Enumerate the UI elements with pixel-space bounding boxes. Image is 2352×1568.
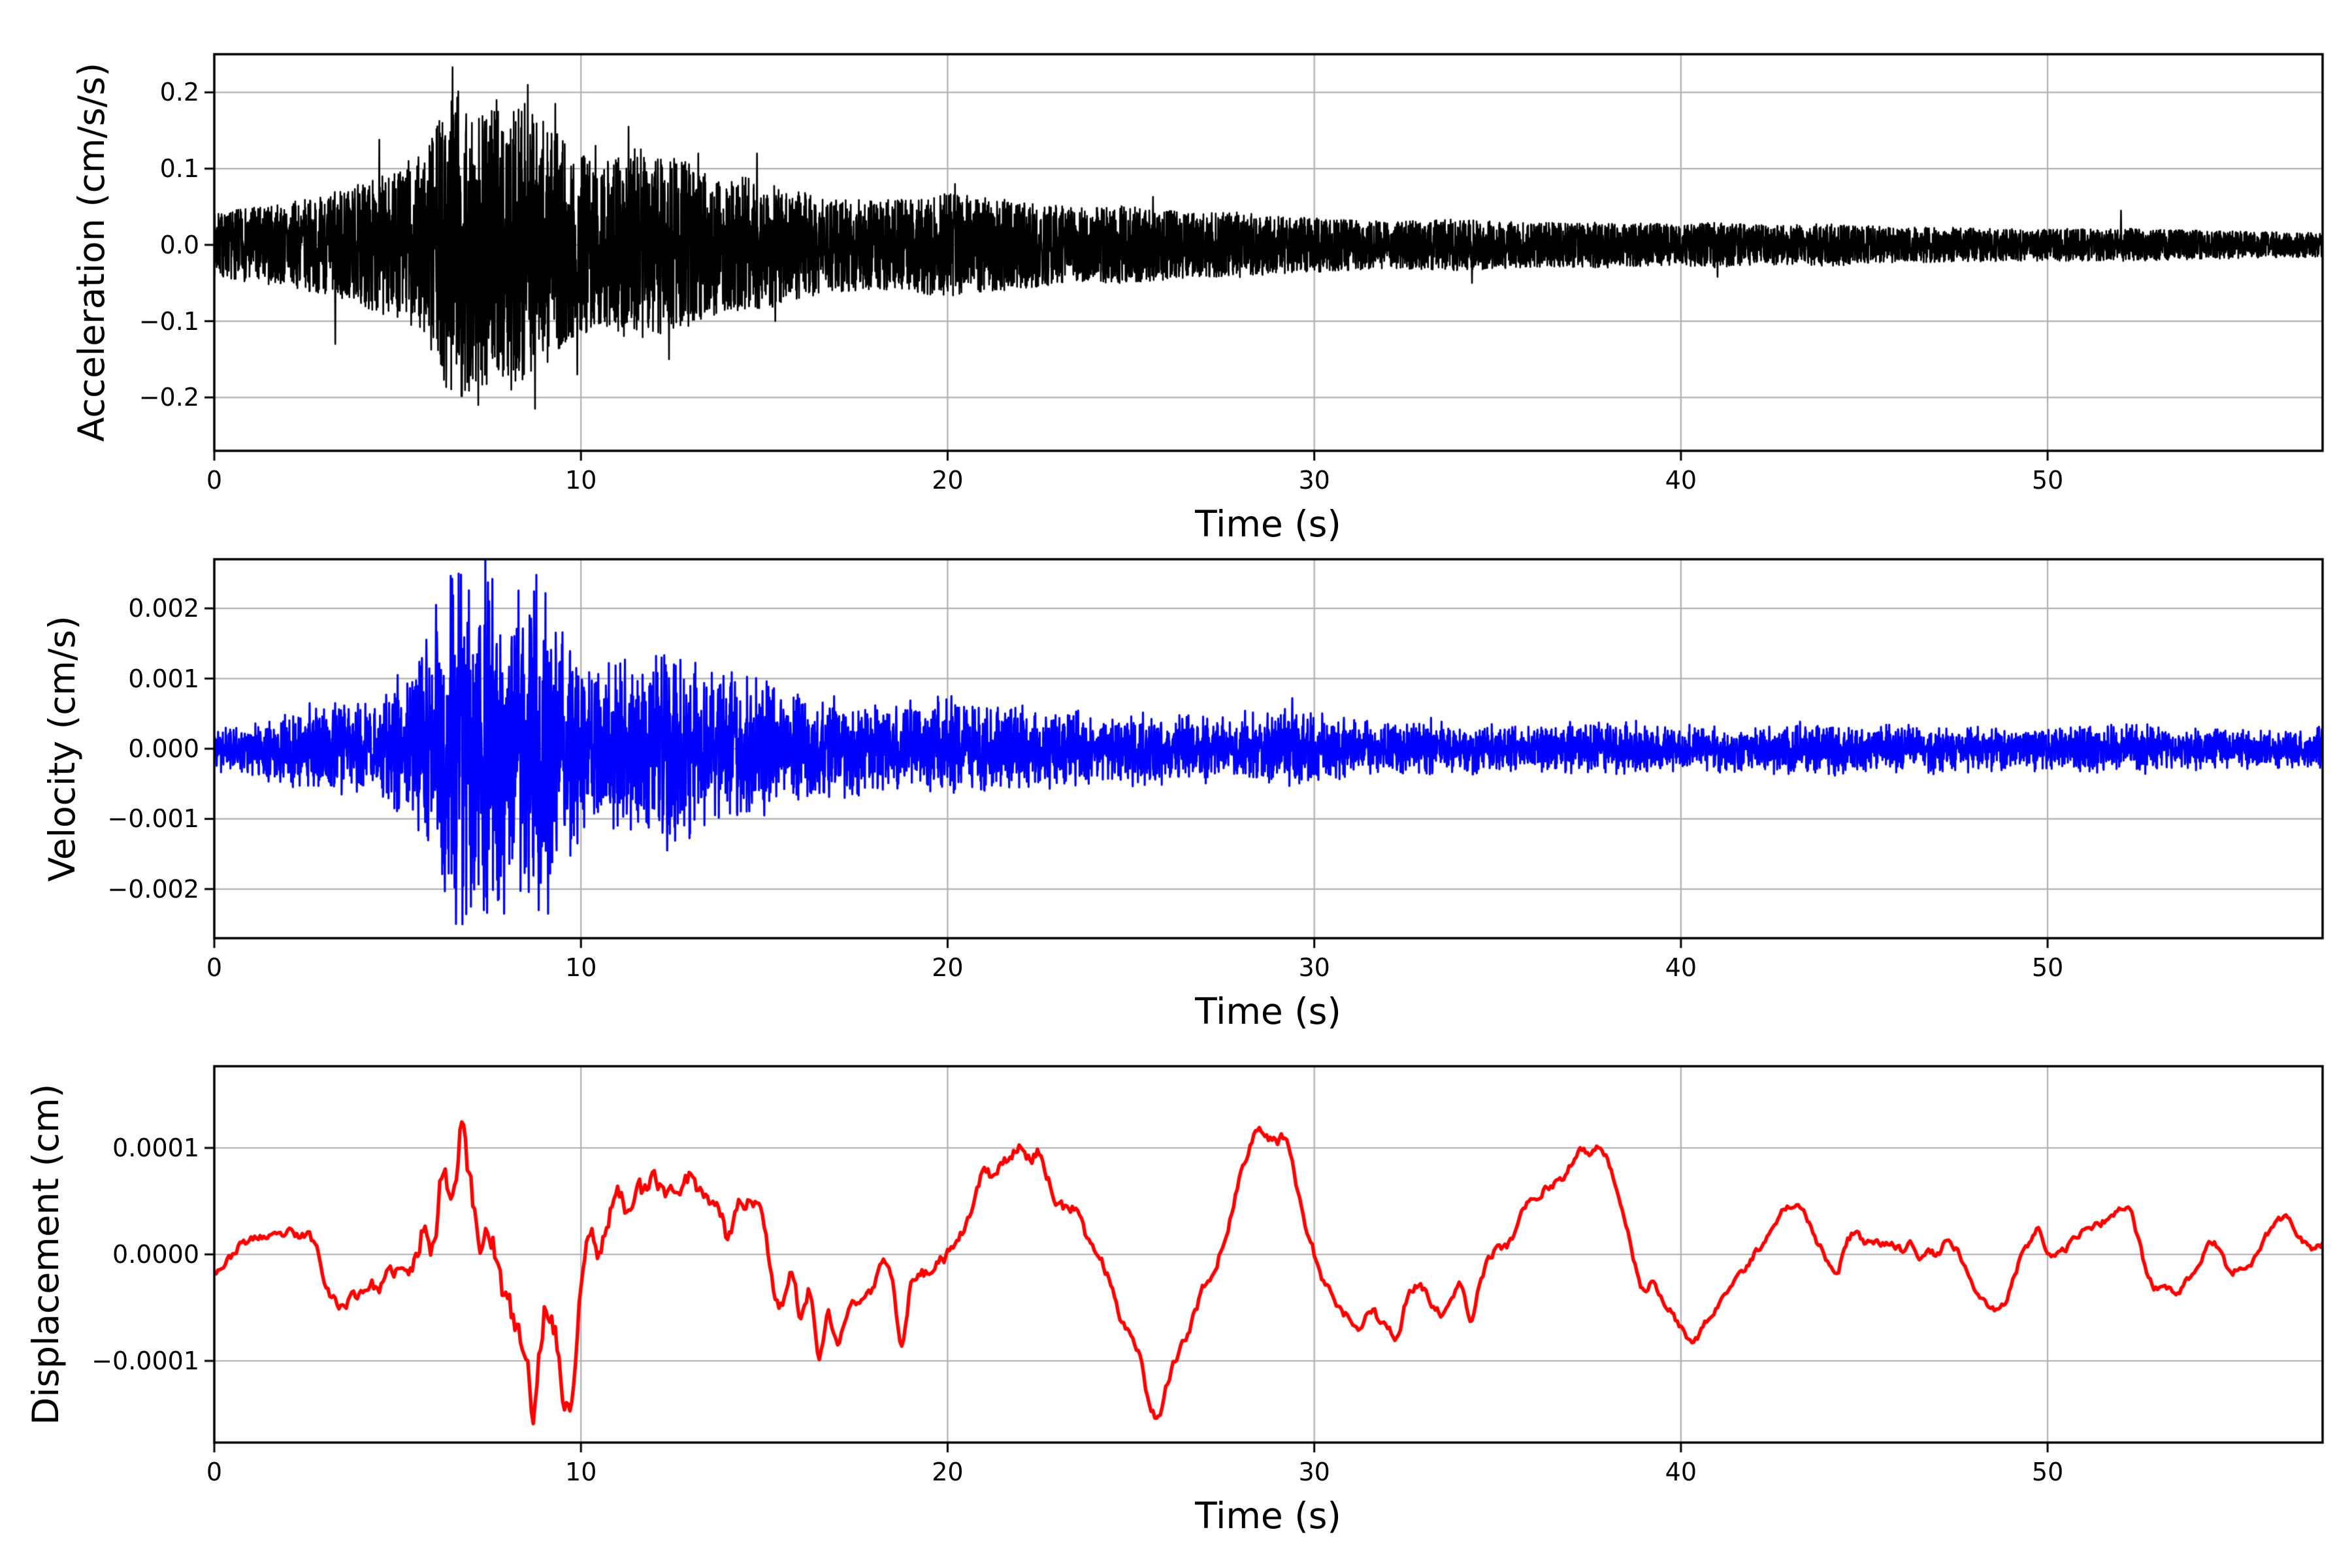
x-tick-label: 20: [932, 953, 964, 982]
y-tick-label: 0.000: [128, 734, 199, 763]
ylabel-velocity: Velocity (cm/s): [41, 615, 83, 882]
x-tick-label: 30: [1298, 1458, 1330, 1486]
x-tick-label: 20: [932, 466, 964, 495]
x-tick-label: 30: [1298, 466, 1330, 495]
x-tick-label: 10: [565, 1458, 597, 1486]
xlabel-time-acceleration: Time (s): [1195, 503, 1341, 545]
x-tick-label: 40: [1665, 953, 1697, 982]
x-tick-label: 50: [2031, 466, 2064, 495]
x-tick-label: 30: [1298, 953, 1330, 982]
y-tick-label: 0.2: [159, 78, 199, 107]
ylabel-displacement: Displacement (cm): [25, 1083, 67, 1426]
y-tick-label: 0.0000: [112, 1240, 199, 1269]
x-tick-label: 0: [206, 953, 223, 982]
ylabel-acceleration: Acceleration (cm/s/s): [71, 62, 112, 442]
y-tick-label: −0.1: [139, 306, 199, 336]
x-tick-label: 50: [2031, 1458, 2064, 1486]
x-tick-label: 40: [1665, 466, 1697, 495]
y-tick-label: −0.2: [139, 383, 199, 412]
x-tick-label: 20: [932, 1458, 964, 1486]
x-tick-label: 40: [1665, 1458, 1697, 1486]
y-tick-label: 0.1: [159, 154, 199, 184]
x-tick-label: 10: [565, 466, 597, 495]
y-tick-label: 0.0001: [112, 1134, 199, 1162]
y-tick-label: 0.001: [128, 664, 199, 693]
x-tick-label: 0: [206, 466, 223, 495]
y-tick-label: 0.0: [159, 230, 199, 259]
xlabel-time-velocity: Time (s): [1195, 990, 1341, 1032]
x-tick-label: 50: [2031, 953, 2064, 982]
x-tick-label: 10: [565, 953, 597, 982]
y-tick-label: −0.0001: [91, 1346, 199, 1375]
y-tick-label: −0.002: [107, 874, 199, 904]
y-tick-label: −0.001: [107, 804, 199, 834]
x-tick-label: 0: [206, 1458, 223, 1486]
y-tick-label: 0.002: [128, 594, 199, 623]
xlabel-time-displacement: Time (s): [1195, 1495, 1341, 1537]
